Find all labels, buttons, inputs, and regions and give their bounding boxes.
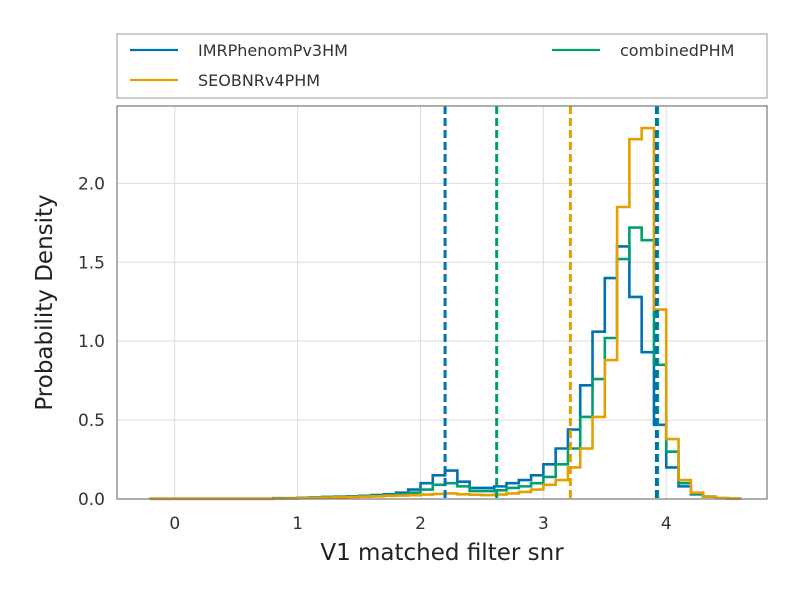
- x-tick-label: 2: [415, 514, 426, 534]
- y-tick-label: 2.0: [78, 174, 105, 194]
- legend: IMRPhenomPv3HM SEOBNRv4PHM combinedPHM: [116, 33, 768, 99]
- x-tick-label: 1: [292, 514, 303, 534]
- y-axis-label: Probability Density: [32, 194, 58, 410]
- y-tick-label: 0.5: [78, 411, 105, 431]
- x-tick-label: 3: [538, 514, 549, 534]
- legend-entry: IMRPhenomPv3HM: [198, 41, 348, 60]
- median-lines: [443, 106, 660, 499]
- legend-entry: SEOBNRv4PHM: [198, 71, 320, 90]
- x-axis-label: V1 matched filter snr: [320, 540, 564, 566]
- x-tick-labels: 0 1 2 3 4: [169, 514, 671, 534]
- x-tick-label: 0: [169, 514, 180, 534]
- legend-frame: [116, 33, 768, 99]
- y-tick-labels: 0.0 0.5 1.0 1.5 2.0: [78, 174, 105, 510]
- y-tick-label: 1.5: [78, 253, 105, 273]
- legend-entry: combinedPHM: [620, 41, 734, 60]
- x-tick-label: 4: [661, 514, 672, 534]
- y-tick-label: 1.0: [78, 332, 105, 352]
- y-tick-label: 0.0: [78, 490, 105, 510]
- plot-frame: [116, 105, 768, 500]
